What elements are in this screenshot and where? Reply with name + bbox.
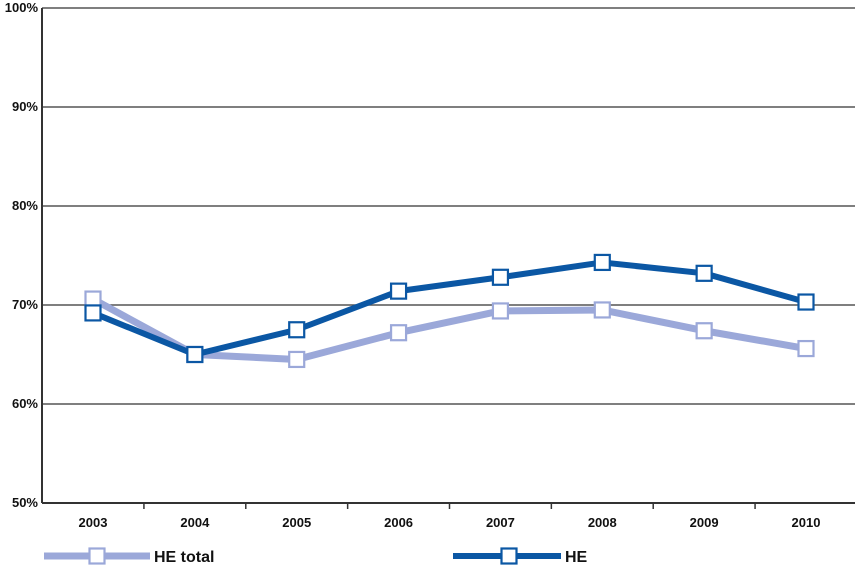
x-tick-label: 2009 bbox=[690, 515, 719, 530]
data-point bbox=[491, 302, 510, 320]
x-tick-labels: 2003 2004 2005 2006 2007 2008 2009 2010 bbox=[79, 515, 821, 530]
data-point bbox=[593, 253, 611, 272]
data-point bbox=[593, 301, 611, 319]
data-point bbox=[491, 268, 510, 286]
series-0 bbox=[84, 290, 815, 369]
data-point bbox=[84, 290, 102, 308]
data-point bbox=[797, 293, 815, 311]
legend-item-1: HE bbox=[453, 547, 588, 566]
legend-item-0: HE total bbox=[44, 547, 214, 566]
x-tick-label: 2004 bbox=[180, 515, 210, 530]
y-tick-labels: 50% 60% 70% 80% 90% 100% bbox=[5, 0, 39, 510]
data-point bbox=[389, 282, 408, 300]
gridlines bbox=[42, 7, 855, 405]
y-tick-label: 80% bbox=[12, 198, 38, 213]
series-line bbox=[91, 259, 807, 358]
y-tick-label: 90% bbox=[12, 99, 38, 114]
series-line bbox=[91, 295, 807, 363]
data-point bbox=[84, 304, 102, 322]
series-1 bbox=[84, 253, 815, 364]
data-point bbox=[288, 350, 306, 369]
data-point bbox=[288, 321, 306, 339]
data-point bbox=[695, 322, 713, 340]
x-tick-label: 2007 bbox=[486, 515, 515, 530]
data-point bbox=[186, 345, 204, 364]
legend-label: HE total bbox=[154, 549, 214, 566]
y-tick-label: 60% bbox=[12, 396, 38, 411]
data-point bbox=[797, 339, 815, 358]
axes bbox=[41, 8, 855, 509]
x-tick-label: 2003 bbox=[79, 515, 108, 530]
y-tick-label: 100% bbox=[5, 0, 39, 15]
x-tick-label: 2010 bbox=[792, 515, 821, 530]
y-tick-label: 50% bbox=[12, 495, 38, 510]
data-point bbox=[695, 264, 713, 282]
legend-label: HE bbox=[565, 549, 588, 566]
data-point bbox=[389, 324, 408, 342]
y-tick-label: 70% bbox=[12, 297, 38, 312]
x-tick-label: 2008 bbox=[588, 515, 617, 530]
series-layer bbox=[84, 253, 815, 369]
legend: HE total HE bbox=[44, 547, 588, 566]
legend-marker bbox=[500, 547, 518, 565]
legend-marker bbox=[88, 547, 106, 565]
x-tick-label: 2005 bbox=[282, 515, 311, 530]
x-tick-label: 2006 bbox=[384, 515, 413, 530]
